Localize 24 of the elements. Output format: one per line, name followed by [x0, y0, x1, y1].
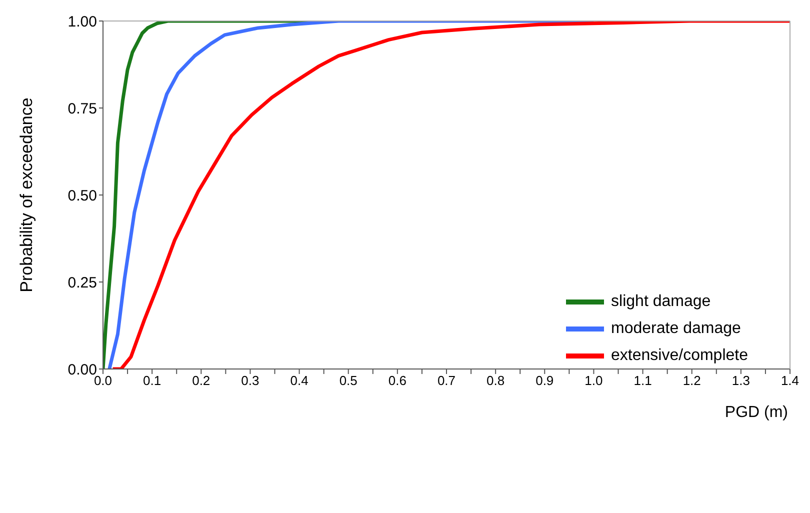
x-tick-label: 0.1 — [143, 373, 162, 388]
y-tick-label: 0.50 — [68, 187, 97, 204]
x-tick-label: 0.2 — [192, 373, 210, 388]
y-axis-title: Probability of exceedance — [17, 98, 36, 292]
x-tick-label: 0.8 — [486, 373, 505, 388]
x-tick-label: 0.4 — [290, 373, 308, 388]
x-tick-label: 0.6 — [388, 373, 406, 388]
legend-label: extensive/complete — [611, 347, 748, 365]
x-tick-label: 0.7 — [437, 373, 456, 388]
x-tick-label: 1.3 — [732, 373, 750, 388]
x-tick-label: 1.0 — [584, 373, 603, 388]
legend-label: slight damage — [611, 293, 711, 311]
x-tick-label: 0.9 — [536, 373, 554, 388]
x-tick-label: 0.5 — [339, 373, 358, 388]
y-tick-label: 0.75 — [68, 100, 97, 118]
x-tick-label: 0.3 — [241, 373, 260, 388]
legend-label: moderate damage — [611, 320, 741, 338]
y-tick-label: 0.25 — [68, 274, 97, 292]
x-axis-title: PGD (m) — [724, 404, 788, 421]
x-tick-label: 1.2 — [682, 373, 701, 388]
x-tick-label: 0.0 — [94, 373, 112, 388]
x-tick-label: 1.1 — [634, 373, 652, 388]
x-tick-label: 1.4 — [780, 373, 800, 388]
y-tick-label: 1.00 — [68, 13, 97, 30]
